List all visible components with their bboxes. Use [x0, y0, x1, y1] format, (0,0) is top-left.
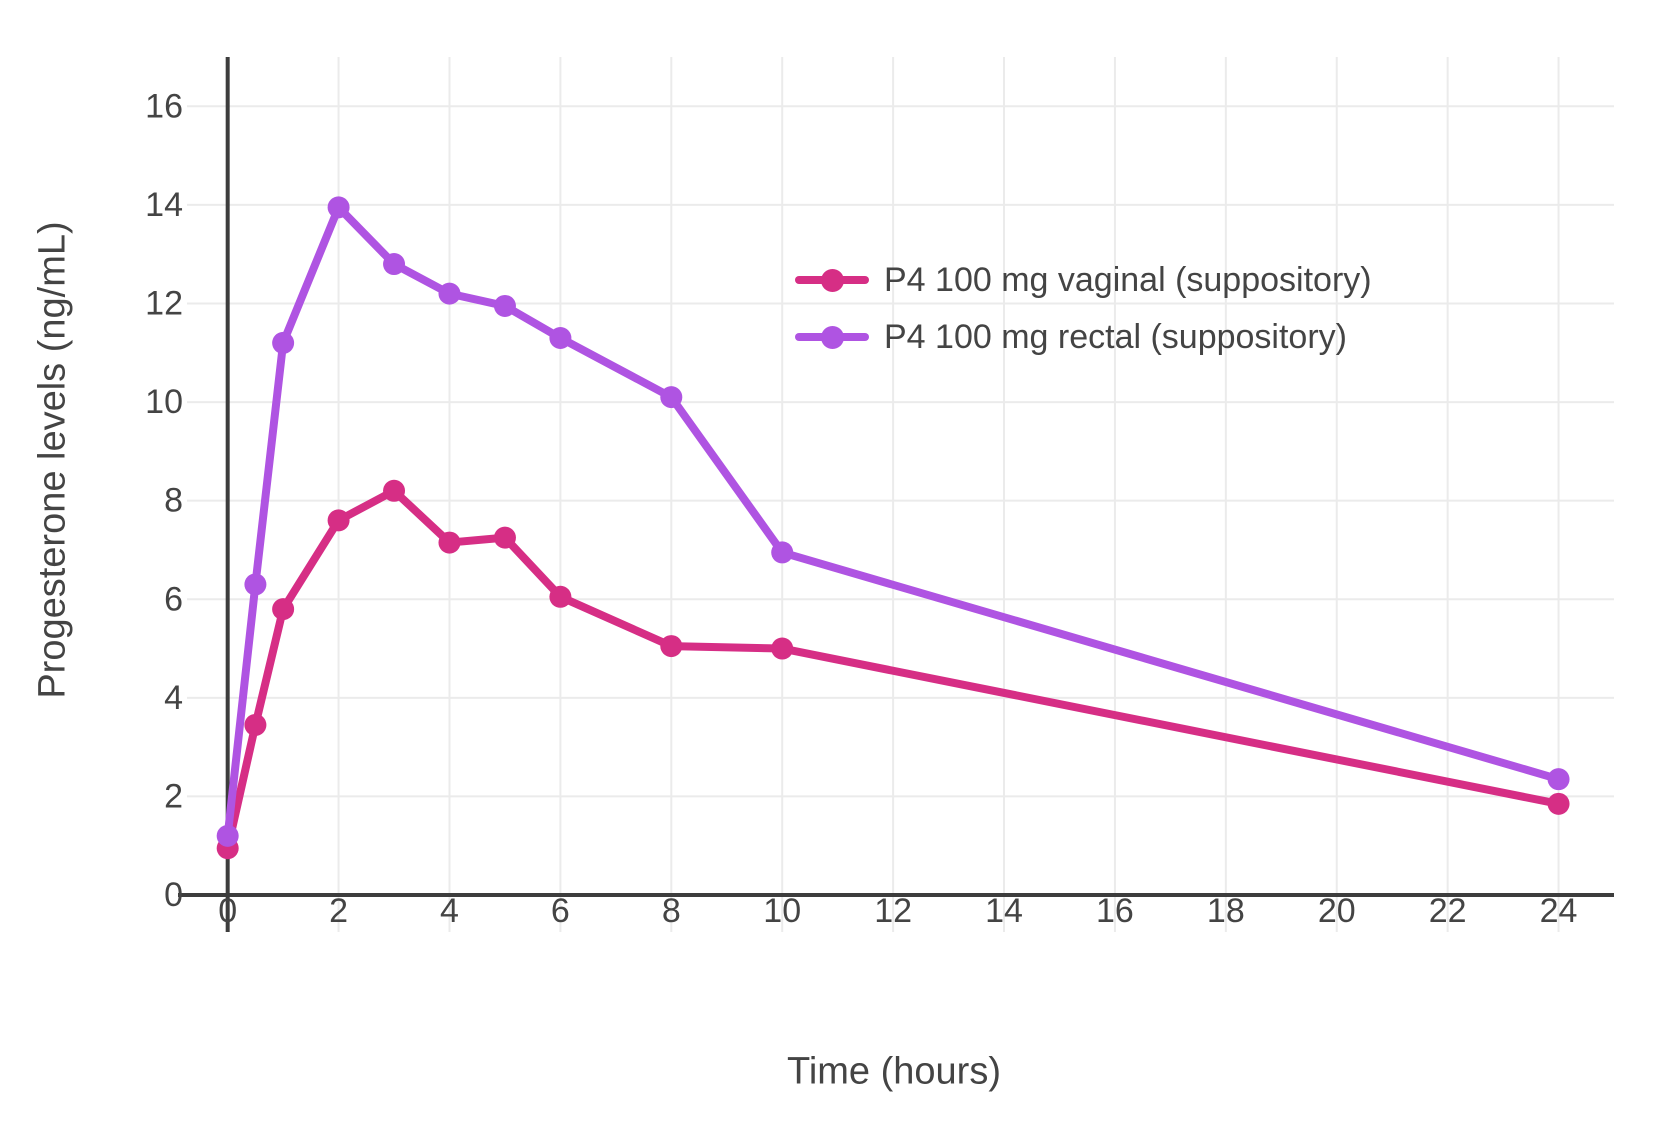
x-tick-label: 12	[874, 892, 912, 930]
data-point-marker	[660, 386, 683, 409]
y-tick-label: 10	[145, 383, 183, 421]
data-point-marker	[327, 196, 350, 219]
data-point-marker	[244, 713, 267, 736]
y-tick-label: 6	[164, 580, 183, 618]
legend-item-vaginal: P4 100 mg vaginal (suppository)	[795, 258, 1372, 302]
data-point-marker	[438, 282, 461, 305]
data-point-marker	[549, 326, 572, 349]
y-tick-label: 12	[145, 284, 183, 322]
y-axis-title: Progesterone levels (ng/mL)	[31, 221, 74, 699]
data-point-marker	[244, 573, 267, 596]
y-tick-label: 16	[145, 87, 183, 125]
x-tick-label: 14	[985, 892, 1023, 930]
y-tick-label: 0	[164, 876, 183, 914]
legend-item-rectal: P4 100 mg rectal (suppository)	[795, 315, 1372, 359]
legend-marker-vaginal-icon	[795, 258, 869, 302]
x-tick-label: 16	[1096, 892, 1134, 930]
x-tick-label: 8	[662, 892, 681, 930]
x-tick-label: 10	[763, 892, 801, 930]
data-point-marker	[771, 637, 794, 660]
y-tick-label: 4	[164, 679, 183, 717]
legend-label-vaginal: P4 100 mg vaginal (suppository)	[884, 260, 1372, 299]
data-point-marker	[272, 598, 295, 621]
data-point-marker	[493, 526, 516, 549]
legend: P4 100 mg vaginal (suppository) P4 100 m…	[795, 258, 1372, 359]
data-point-marker	[493, 294, 516, 317]
data-point-marker	[1547, 768, 1570, 791]
x-tick-label: 20	[1318, 892, 1356, 930]
data-point-marker	[771, 541, 794, 564]
legend-label-rectal: P4 100 mg rectal (suppository)	[884, 317, 1347, 356]
data-point-marker	[660, 635, 683, 658]
x-tick-label: 4	[440, 892, 459, 930]
data-point-marker	[216, 824, 239, 847]
x-axis-title: Time (hours)	[787, 1050, 1001, 1093]
x-tick-label: 18	[1207, 892, 1245, 930]
data-point-marker	[327, 509, 350, 532]
y-tick-label: 2	[164, 777, 183, 815]
x-tick-label: 24	[1540, 892, 1578, 930]
data-point-marker	[438, 531, 461, 554]
x-tick-label: 0	[218, 892, 237, 930]
data-point-marker	[1547, 792, 1570, 815]
y-tick-label: 14	[145, 186, 183, 224]
data-point-marker	[549, 585, 572, 608]
x-tick-label: 2	[329, 892, 348, 930]
x-tick-label: 6	[551, 892, 570, 930]
data-point-marker	[272, 331, 295, 354]
data-point-marker	[383, 479, 406, 502]
data-point-marker	[383, 253, 406, 276]
x-tick-label: 22	[1429, 892, 1467, 930]
legend-marker-rectal-icon	[795, 315, 869, 359]
y-tick-label: 8	[164, 482, 183, 520]
